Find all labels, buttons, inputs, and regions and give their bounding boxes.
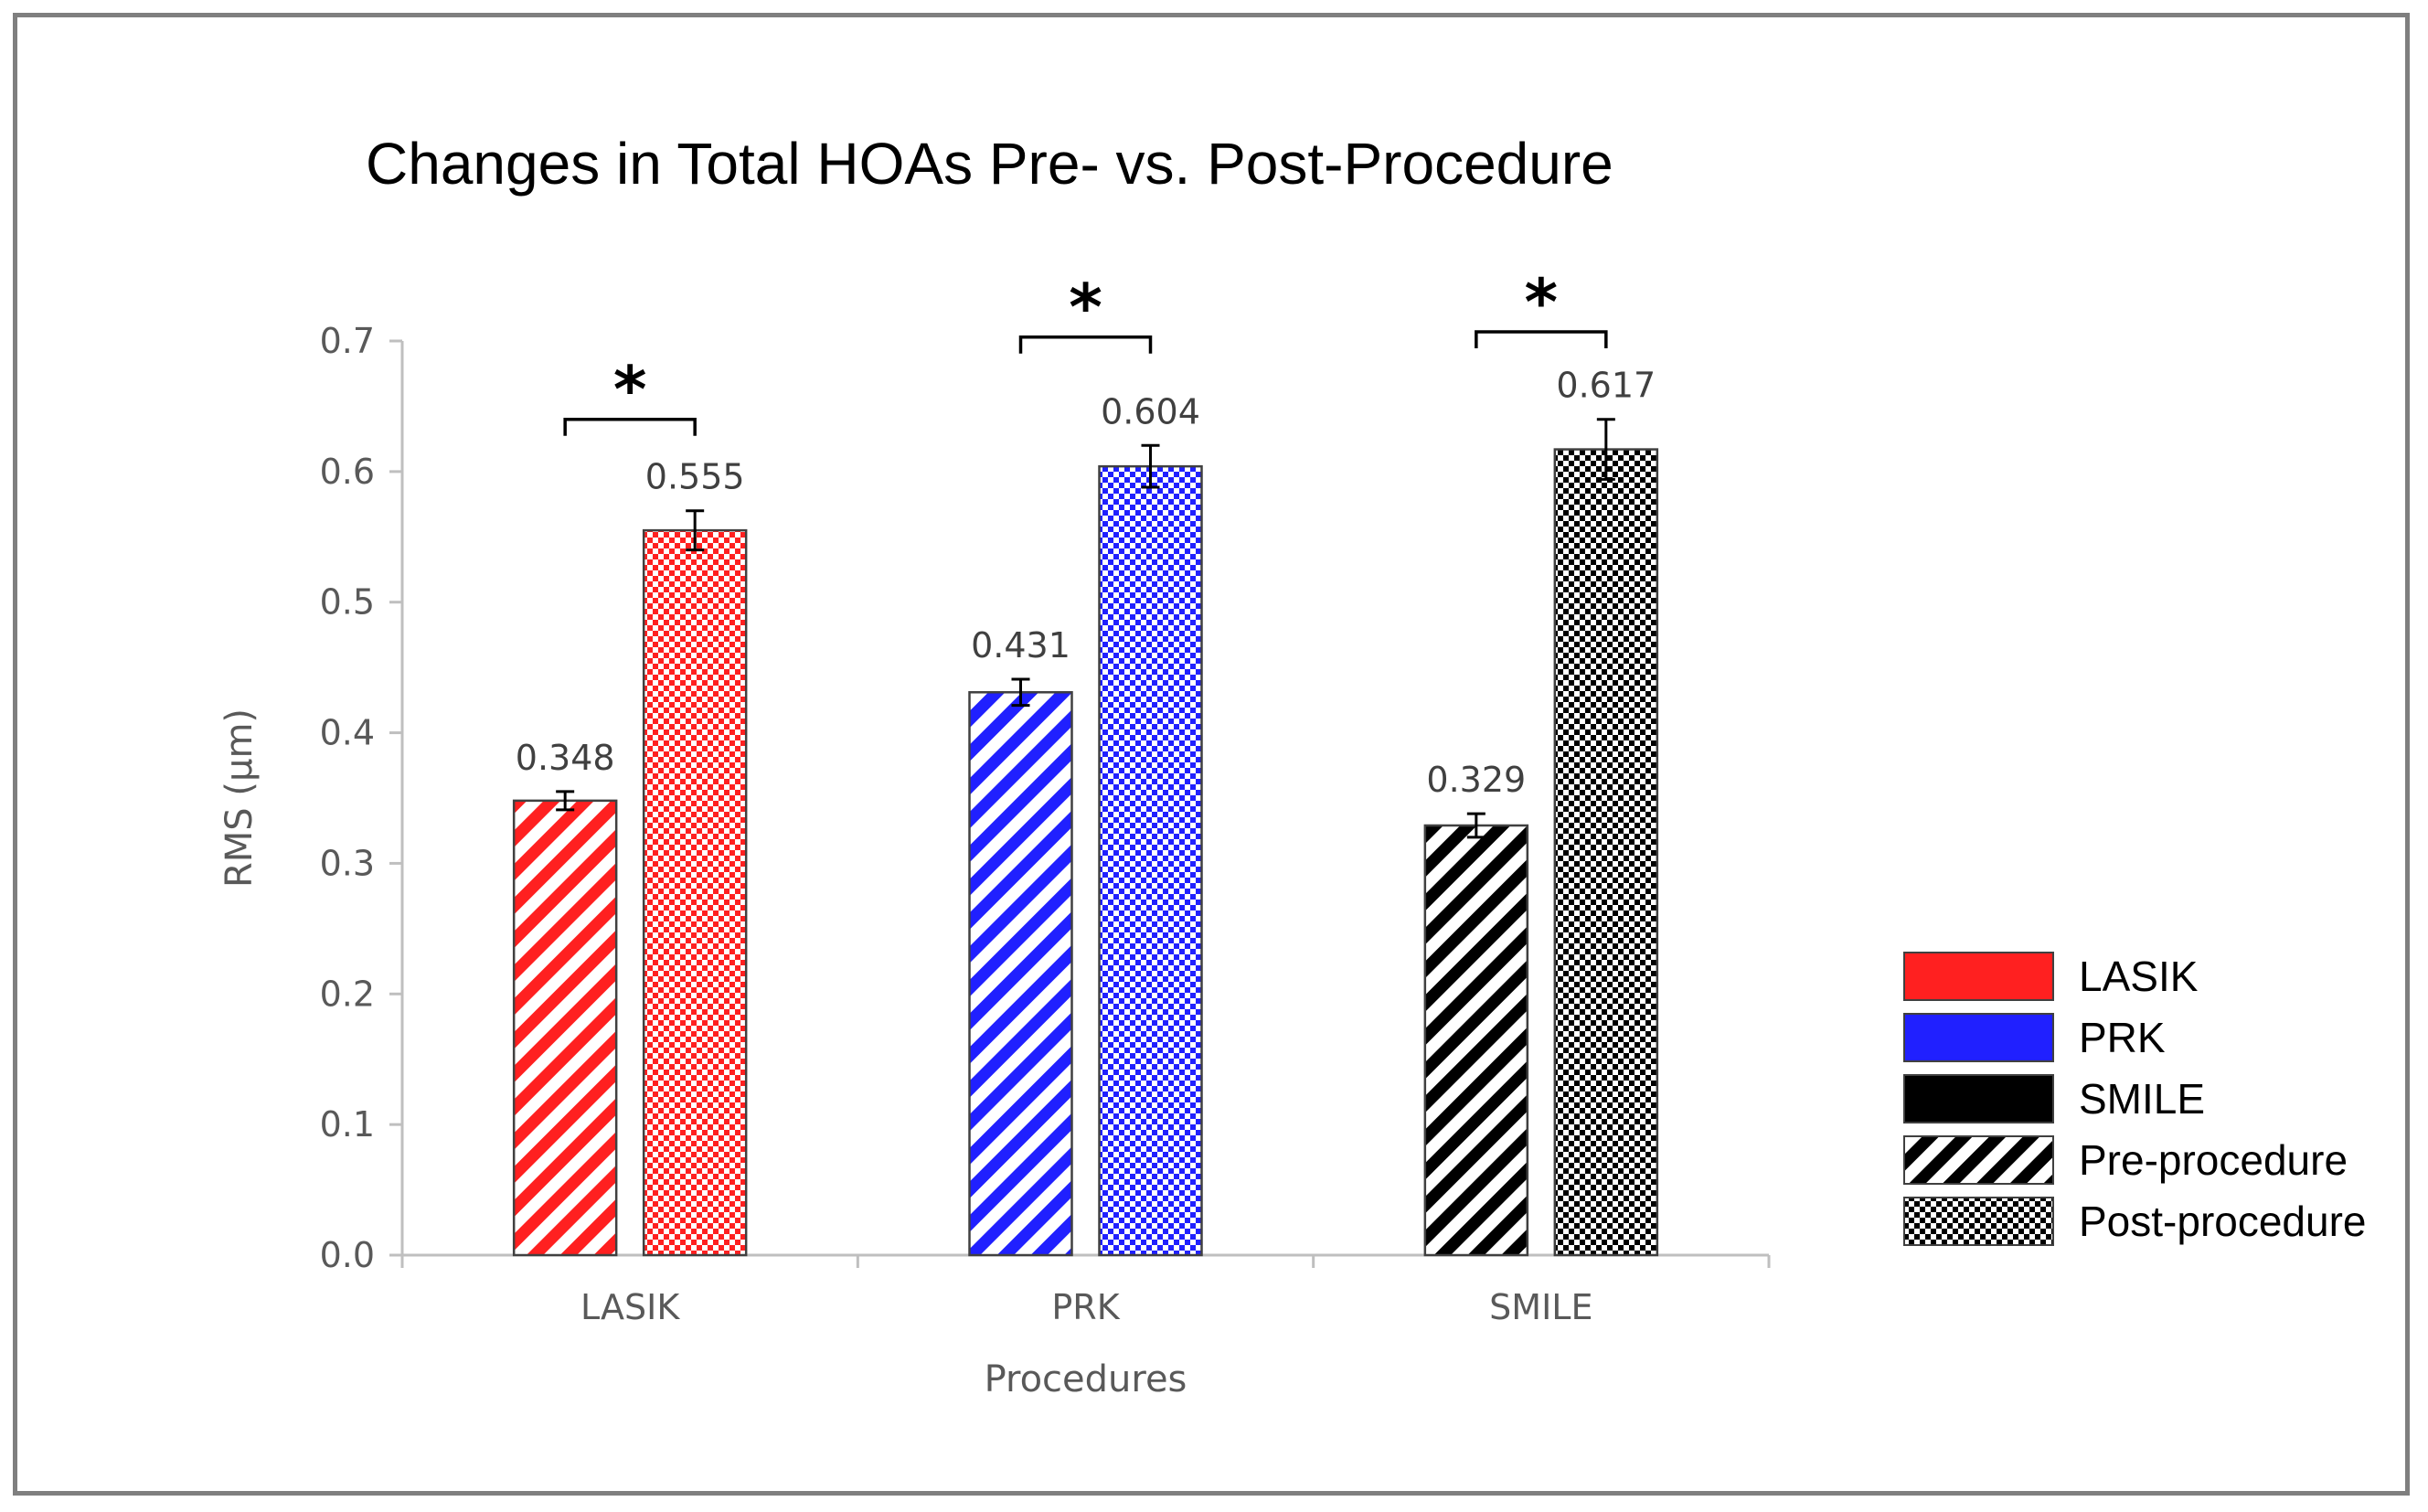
data-label-lasik-post-procedure: 0.555 [645, 457, 745, 497]
significance-annotations: * * * [563, 265, 1608, 436]
y-tick-label: 0.7 [320, 321, 375, 361]
legend-label-post-procedure: Post-procedure [2079, 1198, 2367, 1245]
significance-marker-lasik: * [613, 353, 647, 428]
data-label-smile-pre-procedure: 0.329 [1426, 760, 1526, 800]
y-tick-label: 0.0 [320, 1235, 375, 1275]
bar-smile-post-procedure [1553, 448, 1659, 1257]
x-axis-title: Procedures [985, 1358, 1187, 1400]
data-label-smile-post-procedure: 0.617 [1556, 366, 1656, 406]
y-tick-label: 0.4 [320, 713, 375, 753]
legend-label-prk: PRK [2079, 1014, 2166, 1061]
y-tick-label: 0.1 [320, 1104, 375, 1145]
legend-label-lasik: LASIK [2079, 953, 2199, 1000]
y-axis-title: RMS (µm) [218, 708, 261, 888]
bar-smile-pre-procedure [1423, 824, 1529, 1257]
y-tick-label: 0.2 [320, 974, 375, 1014]
significance-marker-prk: * [1069, 271, 1102, 346]
legend-swatch-lasik [1903, 952, 2054, 1001]
significance-bracket-prk [1018, 335, 1153, 354]
legend: LASIK PRK SMILE Pre-procedure Post-procedure [1903, 952, 2367, 1246]
legend-swatch-prk [1903, 1013, 2054, 1062]
axes: 0.0 0.1 0.2 0.3 0.4 0.5 0.6 0.7 LASIK PRK SMILE Pro… [218, 321, 1771, 1400]
x-tick-label-lasik: LASIK [580, 1287, 680, 1327]
bar-prk-pre-procedure [968, 691, 1073, 1257]
chart-title: Changes in Total HOAs Pre- vs. Post-Proc… [366, 131, 1613, 197]
significance-bracket-lasik [563, 417, 697, 436]
bar-lasik-post-procedure [642, 528, 748, 1257]
x-tick-label-smile: SMILE [1489, 1287, 1592, 1327]
legend-swatch-post-procedure [1903, 1197, 2054, 1246]
figure-frame [13, 13, 2410, 1496]
data-label-prk-post-procedure: 0.604 [1101, 391, 1200, 431]
bars: 0.348 0.555 0.431 0.604 0.329 0.617 [512, 366, 1659, 1257]
bar-lasik-pre-procedure [512, 799, 618, 1257]
legend-swatch-pre-procedure [1903, 1135, 2054, 1185]
significance-bracket-smile [1475, 330, 1608, 348]
x-tick-label-prk: PRK [1051, 1287, 1120, 1327]
significance-marker-smile: * [1525, 265, 1559, 340]
bar-prk-post-procedure [1098, 464, 1203, 1257]
y-tick-label: 0.3 [320, 843, 375, 883]
legend-label-pre-procedure: Pre-procedure [2079, 1136, 2348, 1184]
data-label-prk-pre-procedure: 0.431 [971, 625, 1070, 665]
legend-swatch-smile [1903, 1074, 2054, 1123]
legend-label-smile: SMILE [2079, 1075, 2205, 1123]
y-tick-label: 0.6 [320, 452, 375, 492]
y-tick-label: 0.5 [320, 582, 375, 623]
data-label-lasik-pre-procedure: 0.348 [516, 738, 615, 778]
